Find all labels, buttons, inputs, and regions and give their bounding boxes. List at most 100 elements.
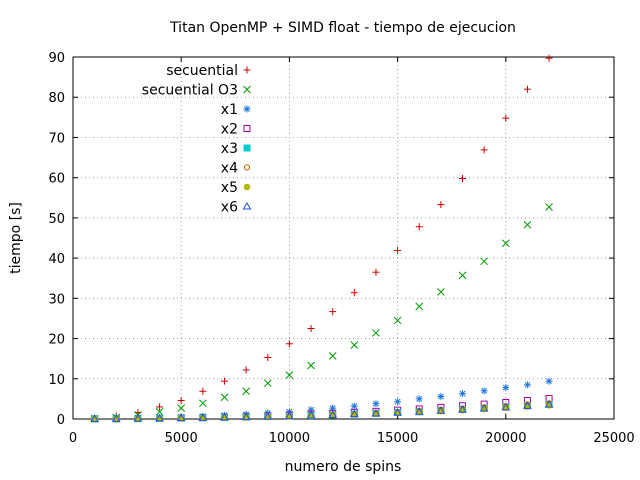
data-point xyxy=(393,408,402,416)
data-point-stroke xyxy=(437,393,444,400)
data-point xyxy=(350,289,358,297)
data-point xyxy=(133,414,143,422)
y-tick-label: 0 xyxy=(57,413,65,428)
data-point xyxy=(545,377,553,385)
data-point xyxy=(264,353,272,361)
data-point xyxy=(90,414,100,422)
data-point-shape xyxy=(176,413,186,422)
data-point xyxy=(415,302,424,311)
plot-frame xyxy=(72,56,615,420)
data-point xyxy=(328,410,338,418)
data-point-stroke xyxy=(458,271,467,280)
data-point xyxy=(523,85,531,93)
data-point xyxy=(155,413,164,422)
data-point xyxy=(394,398,402,406)
data-point-stroke xyxy=(459,390,466,397)
data-point-shape xyxy=(90,414,100,422)
data-point-stroke xyxy=(351,403,358,410)
data-point xyxy=(285,340,293,348)
data-point xyxy=(350,341,359,349)
y-tick-label: 60 xyxy=(48,172,65,187)
data-point-shape xyxy=(544,400,554,408)
data-point xyxy=(545,203,553,211)
axis-ticks xyxy=(72,56,615,420)
data-point xyxy=(328,351,337,360)
data-point xyxy=(329,308,337,316)
series-secuential-o3 xyxy=(90,203,553,423)
y-tick-label: 90 xyxy=(48,51,65,66)
legend-label: x6 xyxy=(221,200,238,216)
legend-label: x2 xyxy=(221,122,238,138)
data-point-stroke xyxy=(220,393,229,402)
data-point xyxy=(458,405,467,413)
data-point xyxy=(263,379,272,388)
data-point xyxy=(393,316,402,325)
data-point-stroke xyxy=(350,341,359,349)
data-point-stroke xyxy=(480,257,489,266)
legend-marker xyxy=(243,183,251,191)
data-point-shape xyxy=(198,413,208,421)
data-point xyxy=(307,361,315,370)
data-point xyxy=(371,408,381,417)
data-point xyxy=(176,413,186,422)
data-point-stroke xyxy=(393,316,402,325)
data-point xyxy=(415,395,423,403)
data-point-shape xyxy=(111,414,121,422)
data-point xyxy=(523,401,532,409)
data-point xyxy=(156,403,164,411)
data-point-shape xyxy=(241,412,251,421)
data-point-stroke xyxy=(263,379,272,388)
data-point xyxy=(199,387,207,395)
data-point xyxy=(458,271,467,280)
data-point xyxy=(155,407,164,416)
legend-label: secuential xyxy=(166,63,238,79)
legend-marker xyxy=(243,125,251,132)
tick-labels: 0 5000 10000 15000 20000 25000 0 10 20 30 40 50 60 70… xyxy=(48,51,634,446)
data-point xyxy=(501,402,511,411)
x-tick-label: 0 xyxy=(69,431,77,446)
data-point-stroke xyxy=(328,351,337,360)
data-point-shape xyxy=(436,406,446,414)
y-tick-label: 10 xyxy=(48,373,65,388)
x-tick-label: 15000 xyxy=(377,431,418,446)
data-point-stroke xyxy=(523,220,532,229)
data-point xyxy=(220,412,229,421)
data-point xyxy=(285,371,294,380)
data-point-stroke xyxy=(416,395,423,402)
data-point-stroke xyxy=(394,398,401,405)
legend-marker-shape xyxy=(243,144,251,152)
data-point-shape xyxy=(263,412,273,420)
legend-marker-stroke xyxy=(244,106,250,112)
chart-title: Titan OpenMP + SIMD float - tiempo de ej… xyxy=(169,20,516,36)
data-point xyxy=(436,406,446,414)
data-point xyxy=(350,402,358,410)
data-point xyxy=(459,390,467,398)
data-point-stroke xyxy=(546,378,553,385)
data-point xyxy=(177,404,186,412)
data-point xyxy=(523,220,532,229)
legend-marker xyxy=(243,85,251,94)
data-point xyxy=(480,146,488,154)
data-point xyxy=(111,414,121,422)
data-point xyxy=(415,223,423,231)
data-point xyxy=(242,366,250,374)
data-point xyxy=(372,329,380,337)
legend-marker xyxy=(243,164,251,171)
data-point xyxy=(307,325,315,332)
series-x6 xyxy=(90,400,554,422)
data-points xyxy=(90,54,554,423)
data-point xyxy=(220,393,229,402)
data-point-shape xyxy=(349,409,359,418)
data-point-shape xyxy=(479,404,489,412)
data-point-stroke xyxy=(481,387,488,394)
data-point xyxy=(523,381,531,389)
x-tick-label: 5000 xyxy=(165,431,198,446)
legend-marker-shape xyxy=(243,164,251,171)
data-point-stroke xyxy=(502,384,509,391)
data-point xyxy=(479,404,489,412)
data-point-stroke xyxy=(501,239,510,248)
data-point-shape xyxy=(371,408,381,417)
legend-marker xyxy=(243,66,251,74)
data-point xyxy=(545,54,553,62)
